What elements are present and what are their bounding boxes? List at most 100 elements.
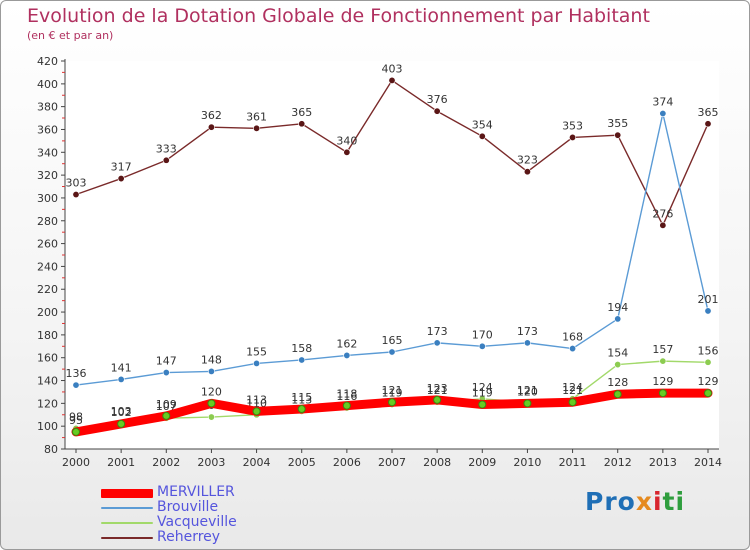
x-tick-label: 2000 bbox=[62, 456, 90, 469]
data-label-vacqueville: 157 bbox=[652, 343, 673, 356]
data-label-merviller: 113 bbox=[246, 393, 267, 406]
data-point-reherrey bbox=[388, 76, 396, 84]
data-point-reherrey bbox=[298, 120, 306, 128]
data-label-merviller: 120 bbox=[517, 385, 538, 398]
data-point-reherrey bbox=[117, 175, 125, 183]
y-tick-label: 180 bbox=[37, 329, 58, 342]
y-tick-label: 400 bbox=[37, 78, 58, 91]
data-label-merviller: 129 bbox=[698, 375, 719, 388]
data-label-merviller: 118 bbox=[336, 388, 357, 401]
legend-label-brouville: Brouville bbox=[157, 499, 219, 515]
logo-part: ti bbox=[662, 487, 686, 516]
data-label-brouville: 136 bbox=[66, 367, 87, 380]
data-label-reherrey: 362 bbox=[201, 109, 222, 122]
y-tick-label: 220 bbox=[37, 283, 58, 296]
data-label-reherrey: 365 bbox=[698, 106, 719, 119]
data-point-merviller bbox=[478, 400, 487, 409]
data-point-brouville bbox=[72, 381, 80, 389]
data-label-brouville: 194 bbox=[607, 301, 628, 314]
legend-label-merviller: MERVILLER bbox=[157, 484, 235, 500]
x-tick-label: 2002 bbox=[152, 456, 180, 469]
y-tick-label: 320 bbox=[37, 169, 58, 182]
data-point-reherrey bbox=[207, 123, 215, 131]
data-label-merviller: 121 bbox=[562, 384, 583, 397]
data-label-vacqueville: 116 bbox=[336, 390, 357, 403]
data-point-reherrey bbox=[253, 124, 261, 132]
data-point-merviller bbox=[342, 401, 351, 410]
data-point-merviller bbox=[433, 395, 442, 404]
data-label-reherrey: 353 bbox=[562, 119, 583, 132]
data-point-merviller bbox=[568, 398, 577, 407]
x-tick-label: 2006 bbox=[333, 456, 361, 469]
data-point-brouville bbox=[298, 356, 306, 364]
data-point-brouville bbox=[253, 359, 261, 367]
y-tick-label: 160 bbox=[37, 352, 58, 365]
y-tick-label: 240 bbox=[37, 260, 58, 273]
x-tick-label: 2014 bbox=[694, 456, 722, 469]
data-point-brouville bbox=[343, 351, 351, 359]
data-label-vacqueville: 113 bbox=[291, 393, 312, 406]
data-label-merviller: 128 bbox=[607, 376, 628, 389]
proxiti-logo: Proxiti bbox=[585, 487, 685, 516]
data-label-vacqueville: 156 bbox=[698, 344, 719, 357]
data-label-merviller: 129 bbox=[652, 375, 673, 388]
data-point-brouville bbox=[659, 109, 667, 117]
data-label-vacqueville: 124 bbox=[562, 381, 583, 394]
x-tick-label: 2011 bbox=[559, 456, 587, 469]
x-tick-label: 2008 bbox=[423, 456, 451, 469]
data-label-merviller: 95 bbox=[69, 414, 83, 427]
legend-label-reherrey: Reherrey bbox=[157, 529, 221, 545]
data-point-vacqueville bbox=[704, 358, 712, 366]
data-point-merviller bbox=[207, 399, 216, 408]
data-label-merviller: 121 bbox=[382, 384, 403, 397]
data-point-merviller bbox=[388, 398, 396, 407]
x-tick-label: 2013 bbox=[649, 456, 677, 469]
legend-swatch-reherrey bbox=[101, 537, 153, 539]
data-label-brouville: 147 bbox=[156, 355, 177, 368]
data-point-merviller bbox=[117, 419, 126, 428]
data-label-brouville: 168 bbox=[562, 331, 583, 344]
data-point-merviller bbox=[704, 389, 712, 398]
data-point-brouville bbox=[569, 345, 577, 353]
data-label-reherrey: 333 bbox=[156, 142, 177, 155]
y-tick-label: 120 bbox=[37, 397, 58, 410]
data-label-reherrey: 365 bbox=[291, 106, 312, 119]
data-point-reherrey bbox=[72, 191, 80, 199]
data-label-brouville: 158 bbox=[291, 342, 312, 355]
y-tick-label: 300 bbox=[37, 192, 58, 205]
data-label-reherrey: 354 bbox=[472, 118, 493, 131]
logo-part: i bbox=[652, 487, 663, 516]
data-point-reherrey bbox=[478, 132, 486, 140]
data-point-brouville bbox=[117, 375, 125, 383]
data-label-reherrey: 403 bbox=[382, 62, 403, 75]
data-point-reherrey bbox=[343, 148, 351, 156]
logo-part: Pro bbox=[585, 487, 636, 516]
data-label-brouville: 141 bbox=[111, 361, 132, 374]
data-point-brouville bbox=[433, 339, 441, 347]
data-point-reherrey bbox=[614, 131, 622, 139]
y-tick-label: 380 bbox=[37, 101, 58, 114]
data-label-reherrey: 376 bbox=[427, 93, 448, 106]
x-tick-label: 2005 bbox=[288, 456, 316, 469]
y-tick-label: 260 bbox=[37, 238, 58, 251]
legend-swatch-vacqueville bbox=[101, 522, 153, 524]
y-tick-label: 200 bbox=[37, 306, 58, 319]
y-tick-label: 80 bbox=[44, 443, 58, 456]
data-point-merviller bbox=[252, 407, 261, 416]
data-label-vacqueville: 124 bbox=[472, 381, 493, 394]
data-point-brouville bbox=[478, 342, 486, 350]
chart-title: Evolution de la Dotation Globale de Fonc… bbox=[27, 5, 650, 27]
data-point-merviller bbox=[72, 427, 80, 436]
data-point-vacqueville bbox=[614, 361, 622, 369]
data-point-merviller bbox=[658, 389, 667, 398]
y-tick-label: 420 bbox=[37, 55, 58, 68]
data-point-merviller bbox=[613, 390, 622, 399]
data-point-brouville bbox=[162, 369, 170, 377]
data-label-merviller: 119 bbox=[472, 386, 493, 399]
data-label-reherrey: 340 bbox=[336, 134, 357, 147]
data-label-brouville: 155 bbox=[246, 345, 267, 358]
data-label-brouville: 165 bbox=[382, 334, 403, 347]
y-tick-label: 340 bbox=[37, 146, 58, 159]
data-point-reherrey bbox=[523, 168, 531, 176]
